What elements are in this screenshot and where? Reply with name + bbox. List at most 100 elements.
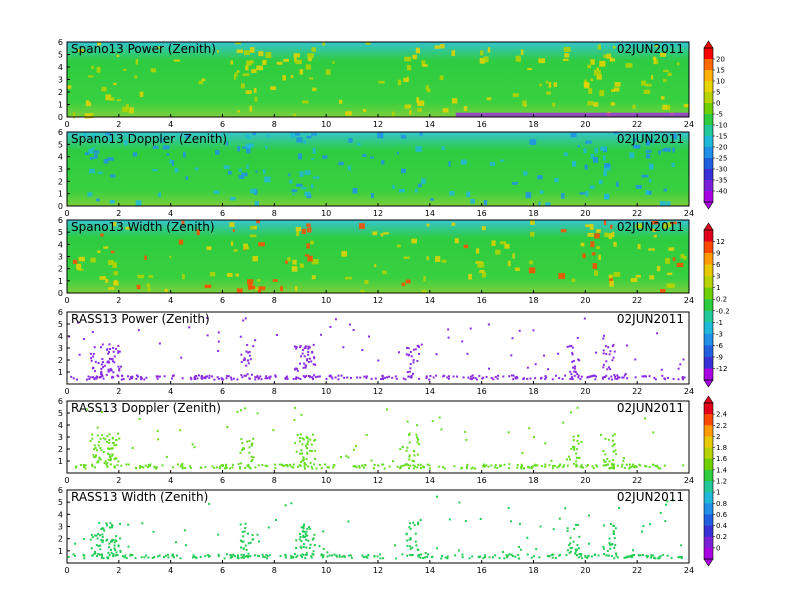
scatter-point [98,521,101,524]
panel-date: 02JUN2011 [617,132,684,146]
scatter-point [302,457,305,460]
scatter-point [521,452,524,455]
scatter-point [245,374,248,377]
x-tick-label: 8 [272,476,277,485]
scatter-point [600,433,603,436]
heatmap-cell [378,80,385,84]
heatmap-cell [523,171,528,176]
scatter-point [257,377,260,380]
heatmap-cell [97,42,102,46]
scatter-point [399,448,402,451]
scatter-point [110,548,113,551]
scatter-point [612,443,615,446]
scatter-point [309,543,312,546]
scatter-point [361,554,364,557]
scatter-point [217,350,220,353]
scatter-point [230,554,233,557]
scatter-point [575,452,578,455]
scatter-point [189,376,192,379]
heatmap-cell [370,156,374,159]
heatmap-cell [404,56,412,62]
y-tick-label: 1 [58,277,63,286]
scatter-point [250,373,253,376]
heatmap-cell [646,190,652,195]
scatter-point [113,361,116,364]
scatter-point [623,466,626,469]
scatter-point [305,553,308,556]
scatter-point [217,533,220,536]
heatmap-cell [476,248,480,254]
heatmap-cell [304,170,311,175]
scatter-point [586,557,589,560]
heatmap-cell [253,226,257,229]
scatter-point [359,376,362,379]
heatmap-cell [322,155,328,159]
scatter-point [406,371,409,374]
colorbar-segment [704,514,713,526]
scatter-point [352,448,355,451]
x-tick-label: 20 [580,209,590,218]
heatmap-cell [248,285,256,290]
heatmap-cell [276,61,283,65]
scatter-point [578,456,581,459]
heatmap-cell [243,50,250,55]
heatmap-cell [504,243,510,249]
scatter-point [554,374,557,377]
heatmap-cell [610,224,613,229]
x-tick-label: 6 [220,476,225,485]
colorbar-segment [704,536,713,549]
heatmap-cell [421,60,426,66]
scatter-point [180,463,183,466]
heatmap-cell [88,75,94,78]
scatter-point [142,466,145,469]
scatter-point [447,336,450,339]
scatter-point [102,451,105,454]
scatter-point [91,536,94,539]
scatter-point [138,417,141,420]
scatter-point [305,538,308,541]
scatter-point [682,464,685,467]
scatter-point [367,554,370,557]
scatter-point [488,367,491,370]
scatter-point [103,364,106,367]
scatter-point [311,538,314,541]
heatmap-cell [660,96,665,100]
scatter-point [510,354,513,357]
scatter-point [573,445,576,448]
scatter-point [483,465,486,468]
scatter-point [293,345,296,348]
scatter-point [570,411,573,414]
scatter-point [239,467,242,470]
scatter-point [412,460,415,463]
scatter-point [264,377,267,380]
scatter-point [311,433,314,436]
scatter-point [417,554,420,557]
scatter-point [606,368,609,371]
colorbar-segment [704,436,713,448]
heatmap-cell [293,53,300,58]
scatter-point [295,376,298,379]
heatmap-cell [112,222,117,227]
scatter-point [609,522,612,525]
x-tick-label: 22 [632,209,642,218]
scatter-point [515,375,518,378]
scatter-point [558,377,561,380]
heatmap-cell [571,160,577,167]
heatmap-cell [238,168,243,172]
scatter-point [303,530,306,533]
heatmap-cell [256,279,261,282]
scatter-point [106,538,109,541]
scatter-point [382,557,385,560]
scatter-point [562,421,565,424]
heatmap-cell [105,132,112,136]
scatter-point [580,466,583,469]
scatter-point [572,445,575,448]
scatter-point [490,376,493,379]
heatmap-cell [108,136,113,142]
heatmap-cell [397,244,401,248]
x-tick-label: 4 [168,387,173,396]
scatter-point [576,523,579,526]
scatter-point [290,556,293,559]
heatmap-cell [304,254,310,257]
